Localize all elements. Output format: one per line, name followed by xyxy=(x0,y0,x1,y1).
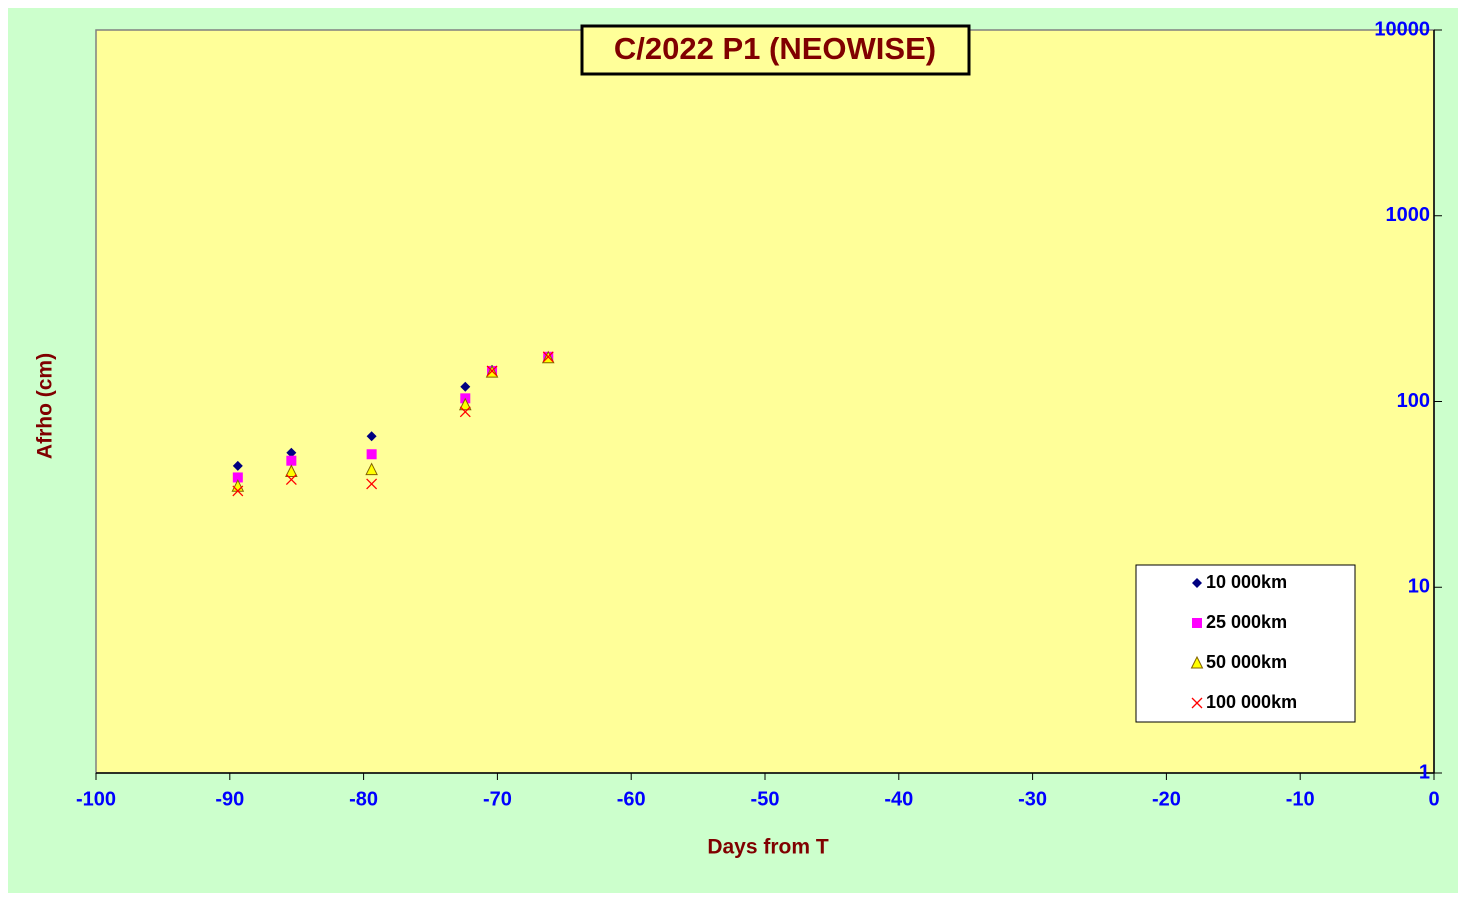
x-tick-label: -30 xyxy=(1018,788,1047,810)
chart-title: C/2022 P1 (NEOWISE) xyxy=(614,31,936,66)
marker xyxy=(458,397,472,411)
marker xyxy=(460,381,471,392)
legend-label: 25 000km xyxy=(1206,612,1287,632)
marker xyxy=(285,464,298,477)
marker xyxy=(286,455,297,466)
marker xyxy=(286,447,297,458)
x-tick-label: -20 xyxy=(1152,788,1181,810)
x-tick-label: 0 xyxy=(1428,788,1439,810)
legend-label: 50 000km xyxy=(1206,652,1287,672)
x-tick-label: -40 xyxy=(884,788,913,810)
y-tick-label: 1000 xyxy=(1386,204,1431,226)
marker xyxy=(232,472,243,483)
marker xyxy=(366,478,378,490)
marker xyxy=(365,462,378,476)
legend-label: 100 000km xyxy=(1206,692,1297,712)
marker xyxy=(366,449,377,460)
title-box xyxy=(580,24,971,76)
marker xyxy=(486,365,498,377)
marker xyxy=(366,431,377,442)
x-tick-label: -100 xyxy=(76,788,116,810)
legend-box xyxy=(1135,564,1356,723)
marker xyxy=(232,485,244,497)
marker xyxy=(232,460,243,471)
x-axis-label: Days from T xyxy=(707,836,829,859)
marker xyxy=(1190,655,1204,669)
y-axis-label: Afrho (cm) xyxy=(34,353,57,459)
x-tick-label: -50 xyxy=(751,788,780,810)
x-tick-label: -90 xyxy=(215,788,244,810)
x-tick-label: -80 xyxy=(349,788,378,810)
y-tick-label: 100 xyxy=(1397,390,1430,412)
x-tick-label: -10 xyxy=(1286,788,1315,810)
marker xyxy=(1192,618,1202,628)
x-tick-label: -70 xyxy=(483,788,512,810)
legend-label: 10 000km xyxy=(1206,572,1287,592)
marker xyxy=(1192,578,1202,588)
marker xyxy=(542,351,554,363)
marker xyxy=(285,474,297,486)
marker xyxy=(459,406,471,418)
y-tick-label: 1 xyxy=(1419,761,1430,783)
y-tick-label: 10 xyxy=(1408,576,1430,598)
y-tick-label: 10000 xyxy=(1374,18,1430,40)
marker xyxy=(1191,697,1203,709)
x-tick-label: -60 xyxy=(617,788,646,810)
